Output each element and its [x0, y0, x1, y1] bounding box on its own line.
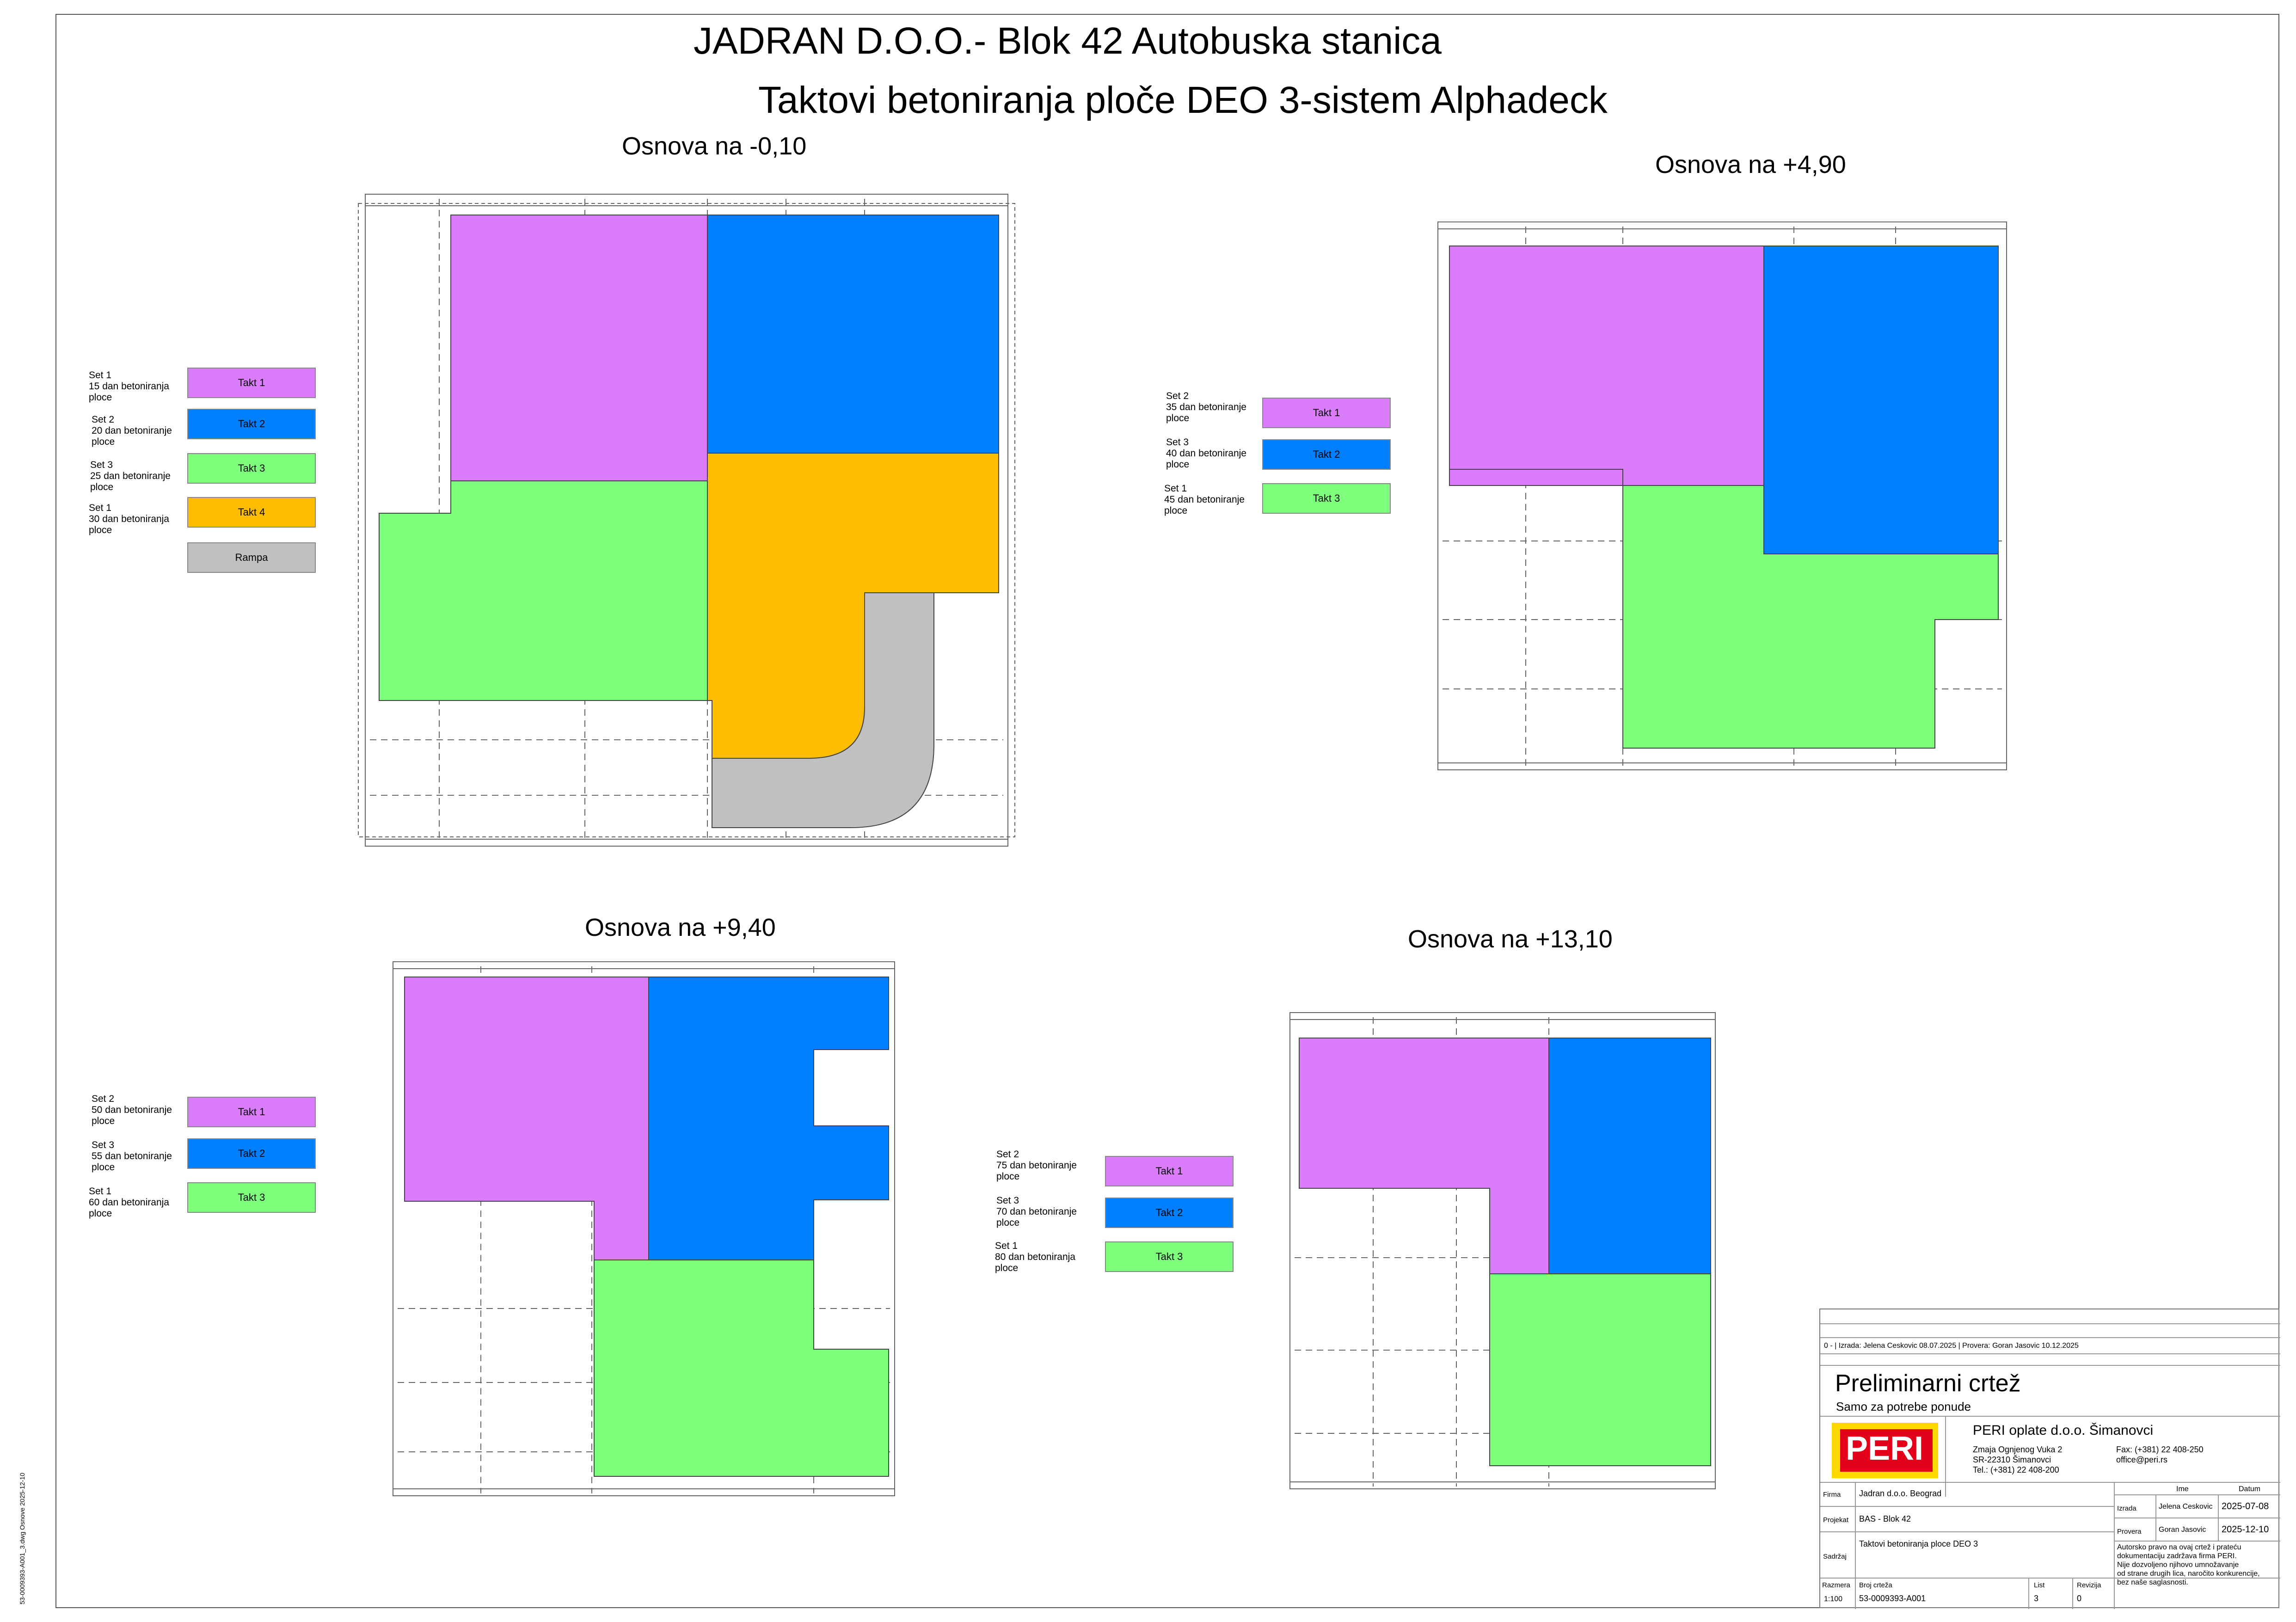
plan-title-4: Osnova na +13,10 — [1408, 925, 1613, 953]
legend-swatch-takt1: Takt 1 — [187, 1097, 316, 1127]
peri-logo-text: PERI — [1846, 1430, 1924, 1467]
legend-set-text: Set 1 80 dan betoniranja ploce — [995, 1241, 1075, 1273]
broj-crteza-value: 53-0009393-A001 — [1859, 1594, 1926, 1603]
provera-name: Goran Jasovic — [2159, 1526, 2206, 1534]
page-title: JADRAN D.O.O.- Blok 42 Autobuska stanica — [694, 20, 1442, 62]
legend-set-text: Set 3 70 dan betoniranje ploce — [996, 1195, 1077, 1228]
peri-logo — [1832, 1423, 1938, 1478]
ime-header: Ime — [2176, 1485, 2189, 1493]
legend-swatch-takt4: Takt 4 — [187, 497, 316, 528]
status-title: Preliminarni crtež — [1835, 1370, 2021, 1397]
razmera-value: 1:100 — [1824, 1595, 1843, 1603]
legend-swatch-takt1: Takt 1 — [1262, 398, 1391, 428]
revizija-value: 0 — [2077, 1594, 2082, 1603]
legend-set-text: Set 2 75 dan betoniranje ploce — [996, 1149, 1077, 1182]
legend-swatch-takt2: Takt 2 — [187, 409, 316, 439]
legend-set-text: Set 3 55 dan betoniranje ploce — [92, 1140, 172, 1173]
legend-set-text: Set 1 30 dan betoniranja ploce — [89, 503, 169, 535]
company-address-2: SR-22310 Šimanovci — [1973, 1455, 2051, 1464]
company-address-1: Zmaja Ognjenog Vuka 2 — [1973, 1445, 2063, 1454]
legend-set-text: Set 3 25 dan betoniranje ploce — [90, 460, 171, 492]
legend-swatch-takt2: Takt 2 — [187, 1138, 316, 1169]
izrada-name: Jelena Ceskovic — [2159, 1503, 2213, 1511]
legend-set-text: Set 2 20 dan betoniranje ploce — [92, 414, 172, 447]
page-subtitle: Taktovi betoniranja ploče DEO 3-sistem A… — [758, 79, 1608, 121]
sadrzaj-label: Sadržaj — [1823, 1553, 1847, 1561]
provera-label: Provera — [2117, 1528, 2142, 1536]
legend-set-text: Set 1 15 dan betoniranja ploce — [89, 370, 169, 403]
revision-line: 0 - | Izrada: Jelena Ceskovic 08.07.2025… — [1824, 1342, 2079, 1350]
legend-swatch-takt3: Takt 3 — [187, 1182, 316, 1213]
list-value: 3 — [2034, 1594, 2039, 1603]
legend-swatch-takt3: Takt 3 — [1262, 483, 1391, 514]
legend-swatch-rampa: Rampa — [187, 542, 316, 573]
company-fax: Fax: (+381) 22 408-250 — [2116, 1445, 2204, 1454]
legend-set-text: Set 2 35 dan betoniranje ploce — [1166, 391, 1246, 424]
legend-swatch-takt2: Takt 2 — [1105, 1198, 1234, 1228]
plan-title-1: Osnova na -0,10 — [622, 132, 807, 160]
sadrzaj-value: Taktovi betoniranja ploce DEO 3 — [1859, 1539, 1978, 1548]
company-email: office@peri.rs — [2116, 1455, 2167, 1464]
plan-title-2: Osnova na +4,90 — [1655, 151, 1846, 178]
firma-value: Jadran d.o.o. Beograd — [1859, 1489, 1942, 1498]
legend-swatch-takt1: Takt 1 — [187, 368, 316, 398]
copyright-text: Autorsko pravo na ovaj crtež i prateću d… — [2117, 1543, 2260, 1586]
legend-swatch-takt3: Takt 3 — [187, 453, 316, 484]
company-name: PERI oplate d.o.o. Šimanovci — [1973, 1423, 2154, 1438]
title-block: 0 - | Izrada: Jelena Ceskovic 08.07.2025… — [1819, 1309, 2280, 1609]
legend-set-text: Set 1 60 dan betoniranja ploce — [89, 1186, 169, 1219]
izrada-date: 2025-07-08 — [2222, 1501, 2269, 1511]
plan-title-3: Osnova na +9,40 — [585, 914, 776, 941]
legend-set-text: Set 1 45 dan betoniranje ploce — [1164, 483, 1245, 516]
drawing-frame — [55, 14, 2279, 1608]
datum-header: Datum — [2239, 1485, 2261, 1493]
legend-swatch-takt1: Takt 1 — [1105, 1156, 1234, 1186]
provera-date: 2025-12-10 — [2222, 1524, 2269, 1535]
margin-note: 53-0009393-A001_3.dwg Osnove 2025-12-10 — [18, 1473, 26, 1604]
legend-swatch-takt3: Takt 3 — [1105, 1241, 1234, 1272]
projekat-label: Projekat — [1823, 1516, 1849, 1524]
firma-label: Firma — [1823, 1491, 1841, 1499]
legend-swatch-takt2: Takt 2 — [1262, 439, 1391, 470]
projekat-value: BAS - Blok 42 — [1859, 1514, 1911, 1524]
list-label: List — [2034, 1581, 2045, 1589]
razmera-label: Razmera — [1822, 1581, 1850, 1589]
status-subtitle: Samo za potrebe ponude — [1836, 1400, 1971, 1413]
izrada-label: Izrada — [2117, 1505, 2136, 1512]
broj-crteza-label: Broj crteža — [1859, 1581, 1892, 1589]
legend-set-text: Set 2 50 dan betoniranje ploce — [92, 1094, 172, 1126]
company-tel: Tel.: (+381) 22 408-200 — [1973, 1465, 2059, 1475]
revizija-label: Revizija — [2077, 1581, 2101, 1589]
legend-set-text: Set 3 40 dan betoniranje ploce — [1166, 437, 1246, 470]
